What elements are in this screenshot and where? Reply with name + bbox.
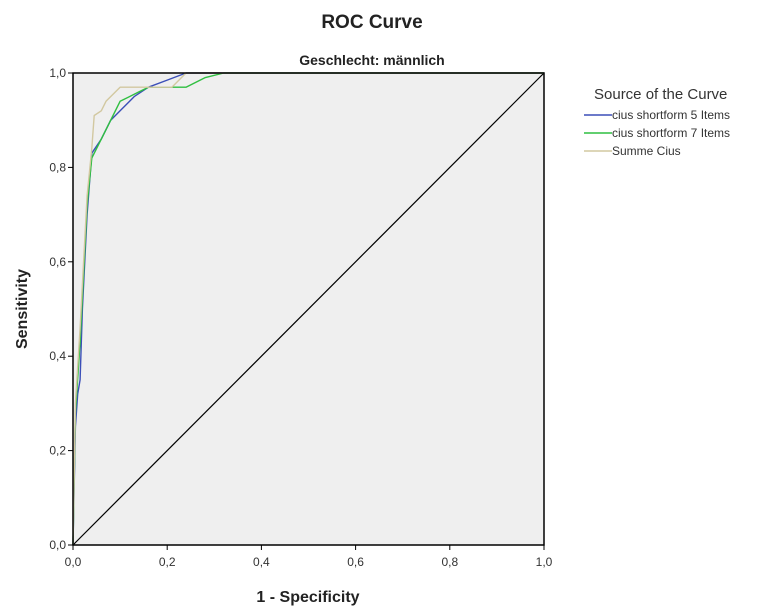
chart-title: ROC Curve — [321, 12, 422, 33]
y-tick-label: 1,0 — [49, 66, 66, 80]
legend-label-3: Summe Cius — [612, 144, 681, 158]
y-tick-label: 0,0 — [49, 538, 66, 552]
x-tick-label: 0,6 — [347, 555, 364, 569]
x-tick-label: 1,0 — [536, 555, 553, 569]
chart-subtitle: Geschlecht: männlich — [299, 52, 444, 68]
x-tick-label: 0,8 — [441, 555, 458, 569]
legend-label-2: cius shortform 7 Items — [612, 126, 730, 140]
legend-label-1: cius shortform 5 Items — [612, 108, 730, 122]
x-tick-label: 0,4 — [253, 555, 270, 569]
y-tick-label: 0,4 — [49, 349, 66, 363]
legend: cius shortform 5 Items cius shortform 7 I… — [584, 108, 730, 158]
x-axis-title: 1 - Specificity — [256, 589, 359, 606]
y-tick-label: 0,8 — [49, 160, 66, 174]
legend-title: Source of the Curve — [594, 86, 727, 103]
x-tick-label: 0,2 — [159, 555, 176, 569]
x-tick-label: 0,0 — [65, 555, 82, 569]
plot-frame — [72, 72, 545, 546]
series-line-3 — [72, 72, 544, 546]
y-tick-label: 0,2 — [49, 444, 66, 458]
reference-diagonal — [72, 72, 545, 546]
y-tick-label: 0,6 — [49, 255, 66, 269]
y-axis-title: Sensitivity — [14, 269, 31, 349]
